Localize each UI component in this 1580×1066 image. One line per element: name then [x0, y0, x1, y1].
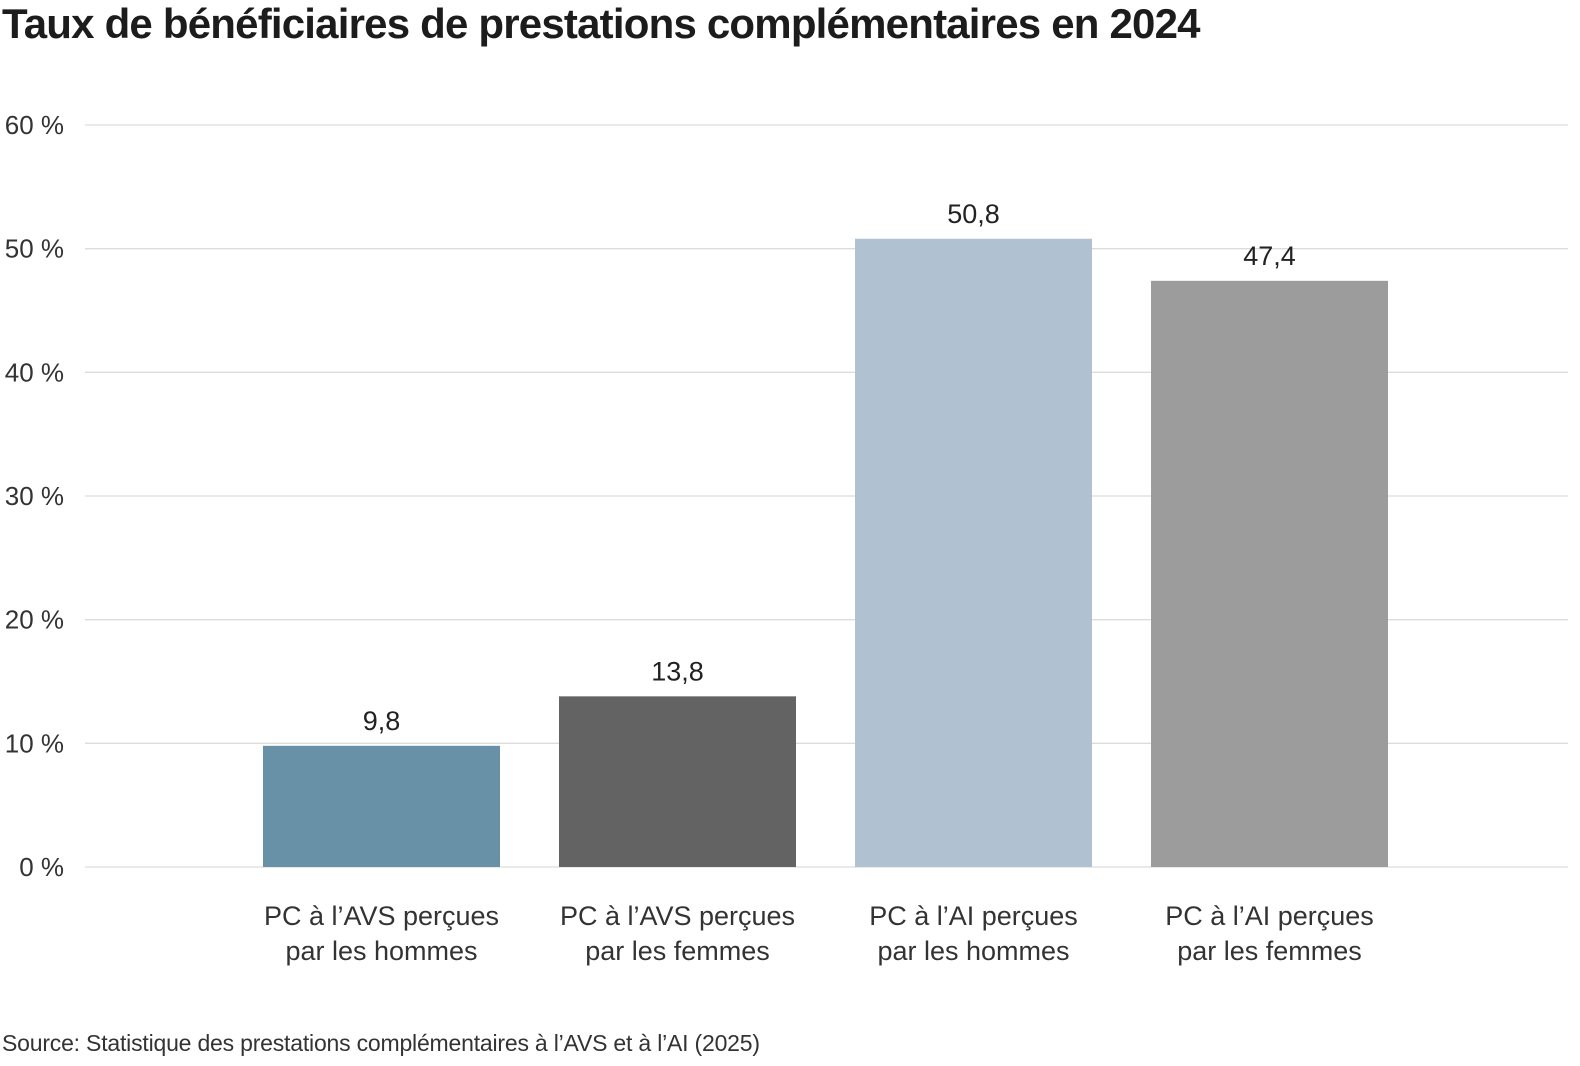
y-axis-tick-labels: 0 % 10 % 20 % 30 % 40 % 50 % 60 % [5, 110, 64, 882]
bar [1151, 280, 1388, 867]
y-tick-label: 0 % [19, 852, 64, 882]
y-tick-label: 10 % [5, 728, 64, 758]
value-labels: 9,8 13,8 50,8 47,4 [363, 199, 1296, 736]
y-tick-label: 20 % [5, 605, 64, 635]
x-tick-label: par les femmes [585, 936, 770, 966]
x-tick-label: PC à l’AI perçues [1165, 901, 1374, 931]
value-label: 47,4 [1243, 241, 1296, 271]
y-tick-label: 60 % [5, 110, 64, 140]
y-tick-label: 30 % [5, 481, 64, 511]
x-tick-label: par les hommes [285, 936, 477, 966]
bar [559, 696, 796, 867]
source-note: Source: Statistique des prestations comp… [2, 1030, 760, 1056]
x-axis-category-labels: PC à l’AVS perçues par les hommes PC à l’A… [264, 901, 1374, 966]
y-tick-label: 40 % [5, 357, 64, 387]
value-label: 13,8 [651, 656, 704, 686]
bar [263, 745, 500, 867]
x-tick-label: PC à l’AI perçues [869, 901, 1078, 931]
chart-title: Taux de bénéficiaires de prestations com… [2, 0, 1201, 47]
value-label: 9,8 [363, 706, 401, 736]
bar [855, 238, 1092, 868]
bar-chart: 0 % 10 % 20 % 30 % 40 % 50 % 60 % 9,8 13,8 50,8 4… [5, 110, 1568, 966]
y-tick-label: 50 % [5, 234, 64, 264]
bars [263, 238, 1388, 868]
value-label: 50,8 [947, 199, 1000, 229]
x-tick-label: PC à l’AVS perçues [560, 901, 795, 931]
x-tick-label: PC à l’AVS perçues [264, 901, 499, 931]
x-tick-label: par les femmes [1177, 936, 1362, 966]
x-tick-label: par les hommes [877, 936, 1069, 966]
